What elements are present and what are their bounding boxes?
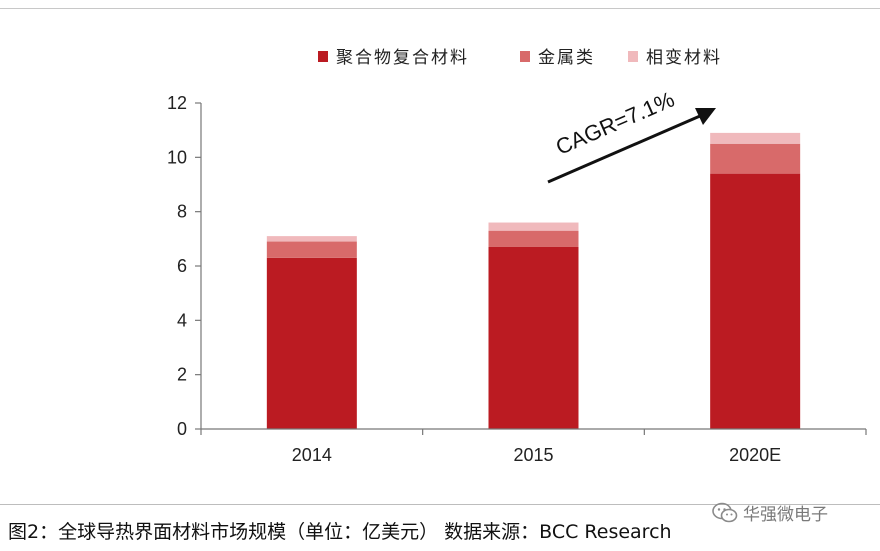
bar-segment-1-2014 bbox=[266, 257, 357, 429]
bar-segment-2-2015 bbox=[488, 230, 579, 247]
legend-label: 金属类 bbox=[538, 48, 595, 68]
y-tick-label: 12 bbox=[167, 93, 187, 113]
y-tick-label: 10 bbox=[167, 147, 187, 167]
y-tick-label: 4 bbox=[177, 310, 187, 330]
legend-swatch bbox=[520, 51, 530, 62]
figure-caption: 图2：全球导热界面材料市场规模（单位：亿美元） 数据来源：BCC Researc… bbox=[8, 521, 672, 543]
cagr-arrow-head bbox=[695, 108, 716, 125]
bar-segment-1-2015 bbox=[488, 246, 579, 429]
bar-segment-3-2014 bbox=[266, 236, 357, 242]
stacked-bar-chart: 聚合物复合材料 金属类 相变材料 0 2 4 6 8 10 12 2014 2015 2020E C… bbox=[167, 48, 867, 465]
bar-segment-2-2014 bbox=[266, 241, 357, 258]
x-tick-label: 2015 bbox=[513, 445, 553, 465]
bar-segment-1-2020E bbox=[710, 173, 801, 429]
x-axis-ticks: 2014 2015 2020E bbox=[292, 445, 781, 465]
bars bbox=[266, 132, 801, 429]
x-tick-label: 2014 bbox=[292, 445, 332, 465]
x-tick-label: 2020E bbox=[729, 445, 781, 465]
caption-divider bbox=[0, 504, 880, 505]
y-tick-label: 8 bbox=[177, 202, 187, 222]
bar-segment-2-2020E bbox=[710, 143, 801, 174]
y-tick-label: 2 bbox=[177, 365, 187, 385]
legend-swatch bbox=[628, 51, 638, 62]
legend-swatch bbox=[318, 51, 328, 62]
cagr-label: CAGR=7.1% bbox=[552, 86, 678, 159]
y-tick-label: 0 bbox=[177, 419, 187, 439]
bar-segment-3-2020E bbox=[710, 132, 801, 144]
legend: 聚合物复合材料 金属类 相变材料 bbox=[318, 48, 722, 68]
cagr-arrow bbox=[547, 114, 701, 184]
y-tick-label: 6 bbox=[177, 256, 187, 276]
legend-label: 聚合物复合材料 bbox=[336, 48, 469, 68]
cagr-annotation: CAGR=7.1% bbox=[547, 86, 716, 184]
bar-segment-3-2015 bbox=[488, 222, 579, 231]
y-axis-ticks: 0 2 4 6 8 10 12 bbox=[167, 93, 187, 439]
legend-label: 相变材料 bbox=[646, 48, 722, 68]
axes bbox=[195, 102, 867, 435]
watermark-text: 华强微电子 bbox=[743, 505, 828, 525]
wechat-icon bbox=[712, 502, 738, 522]
top-divider bbox=[0, 8, 880, 9]
watermark: 华强微电子 bbox=[712, 500, 828, 525]
